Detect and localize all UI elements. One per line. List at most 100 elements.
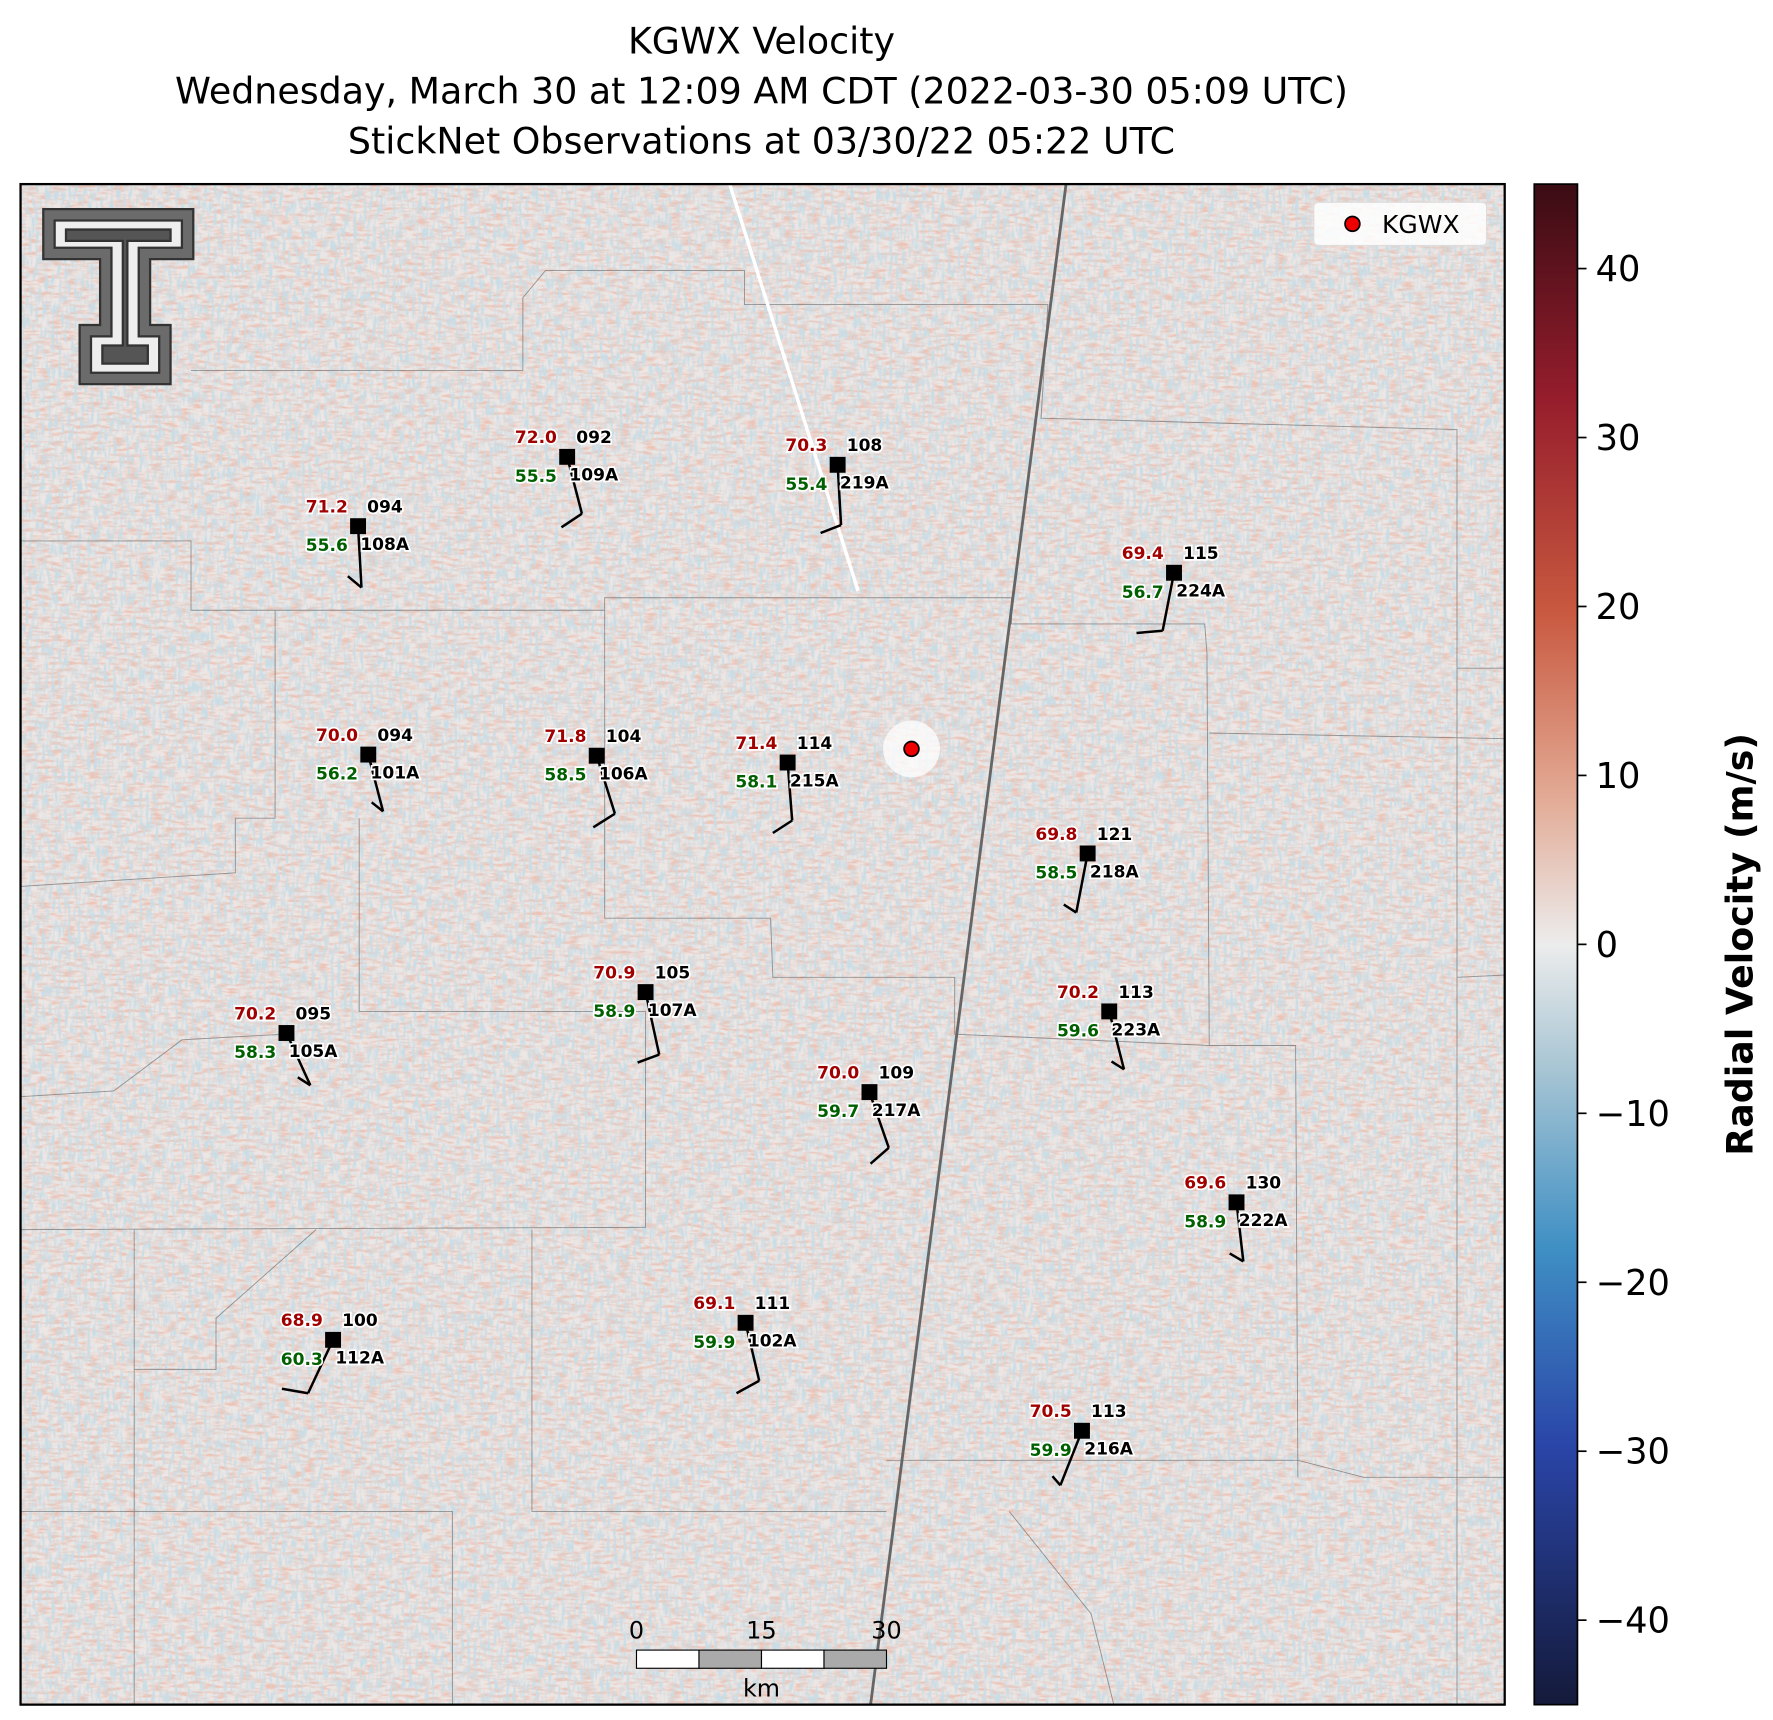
boundary-line (869, 184, 1068, 1705)
wind-staff (1108, 1011, 1126, 1070)
wind-barb (637, 1053, 660, 1064)
pressure: 100 (342, 1311, 378, 1331)
station-id: 219A (840, 474, 890, 494)
station-id: 222A (1239, 1211, 1289, 1231)
dewpoint: 58.1 (735, 773, 777, 793)
temperature: 70.9 (593, 963, 635, 983)
station-marker (861, 1084, 878, 1101)
station-marker (1079, 845, 1096, 862)
dewpoint: 58.9 (1184, 1212, 1226, 1232)
temperature: 68.9 (281, 1311, 323, 1331)
wind-barb (1229, 1252, 1244, 1263)
wind-barb (1051, 1475, 1062, 1487)
station-marker (278, 1025, 295, 1041)
wind-barb (347, 575, 363, 589)
colorbar-tick-label: 20 (1596, 587, 1641, 628)
dewpoint: 59.9 (693, 1333, 735, 1353)
colorbar-tick-label: 10 (1596, 756, 1641, 797)
colorbar-tick-label: 40 (1596, 249, 1641, 290)
wind-barb (370, 801, 384, 813)
wind-barb (772, 819, 793, 835)
colorbar-tick-label: 0 (1596, 925, 1618, 966)
temperature: 70.2 (1057, 983, 1099, 1003)
wind-staff (285, 1032, 312, 1086)
dewpoint: 58.5 (544, 766, 586, 786)
wind-staff (1075, 853, 1089, 913)
colorbar-tick-label: 30 (1596, 418, 1641, 459)
wind-barb (1136, 629, 1163, 635)
wind-barb (820, 523, 842, 535)
temperature: 71.2 (306, 498, 348, 518)
dewpoint: 59.6 (1057, 1021, 1099, 1041)
temperature: 70.2 (234, 1004, 276, 1024)
dewpoint: 60.3 (281, 1350, 323, 1370)
colorbar-tick-label: −20 (1596, 1263, 1670, 1304)
scale-bar: 0 15 30 km (629, 1617, 902, 1703)
pressure: 095 (296, 1004, 332, 1024)
station-marker (637, 984, 654, 1001)
station-marker (737, 1314, 754, 1331)
station-marker (1228, 1194, 1245, 1211)
wind-staff (595, 755, 617, 815)
station-id: 102A (748, 1332, 798, 1352)
wind-staff (306, 1339, 335, 1394)
station-id: 108A (360, 535, 410, 555)
wind-staff (1059, 1430, 1084, 1486)
temperature: 69.6 (1184, 1174, 1226, 1194)
legend-label: KGWX (1382, 210, 1460, 239)
wind-staff (565, 456, 584, 514)
wind-staff (356, 526, 363, 588)
temperature: 71.4 (735, 734, 777, 754)
radar-field (20, 184, 1505, 1705)
wind-barb (1110, 1060, 1125, 1071)
station-marker (559, 448, 576, 465)
colorbar-tick-label: −30 (1596, 1432, 1670, 1473)
pressure: 111 (755, 1294, 791, 1314)
temperature: 69.4 (1122, 544, 1164, 564)
pressure: 109 (879, 1063, 915, 1083)
station-id: 223A (1112, 1020, 1162, 1040)
scale-label: 30 (871, 1617, 901, 1645)
station-marker (1101, 1003, 1118, 1020)
station-id: 218A (1090, 862, 1140, 882)
pressure: 113 (1118, 983, 1154, 1003)
wind-staff (868, 1091, 890, 1149)
dewpoint: 58.5 (1035, 863, 1077, 883)
dewpoint: 56.2 (316, 765, 358, 785)
logo (42, 207, 195, 386)
radar-ray (728, 184, 860, 592)
temperature: 70.0 (316, 726, 358, 746)
wind-staff (644, 991, 661, 1055)
scale-unit: km (743, 1675, 780, 1703)
station-marker (350, 518, 367, 535)
pressure: 130 (1246, 1174, 1282, 1194)
wind-staff (1235, 1202, 1245, 1262)
wind-barb (1063, 903, 1077, 914)
pressure: 115 (1183, 544, 1219, 564)
wind-staff (836, 464, 843, 526)
station-marker (779, 754, 796, 771)
pressure: 113 (1091, 1402, 1127, 1422)
station-id: 215A (790, 771, 840, 791)
pressure: 121 (1097, 825, 1133, 845)
station-marker (325, 1331, 342, 1348)
temperature: 69.1 (693, 1294, 735, 1314)
dewpoint: 55.6 (306, 536, 348, 556)
station-marker (1074, 1422, 1090, 1439)
wind-barb (297, 1076, 312, 1087)
station-marker (360, 746, 377, 763)
temperature: 70.5 (1030, 1402, 1072, 1422)
station-plots: 71.2 094 55.6 108A 72.0 092 55.5 109A 70.3 108 55.… (232, 427, 1290, 1487)
station-id: 105A (289, 1042, 339, 1062)
station-id: 112A (335, 1349, 385, 1369)
station-id: 106A (599, 765, 649, 785)
dewpoint: 56.7 (1122, 583, 1164, 603)
wind-staff (367, 754, 385, 812)
pressure: 092 (576, 428, 612, 448)
wind-barb (735, 1379, 760, 1395)
pressure: 114 (797, 734, 833, 754)
colorbar-tick-label: −40 (1596, 1601, 1670, 1642)
temperature: 72.0 (515, 428, 557, 448)
colorbar: Radial Velocity (m/s) 40 30 20 10 0 −10 −20 −30… (1533, 183, 1761, 1706)
